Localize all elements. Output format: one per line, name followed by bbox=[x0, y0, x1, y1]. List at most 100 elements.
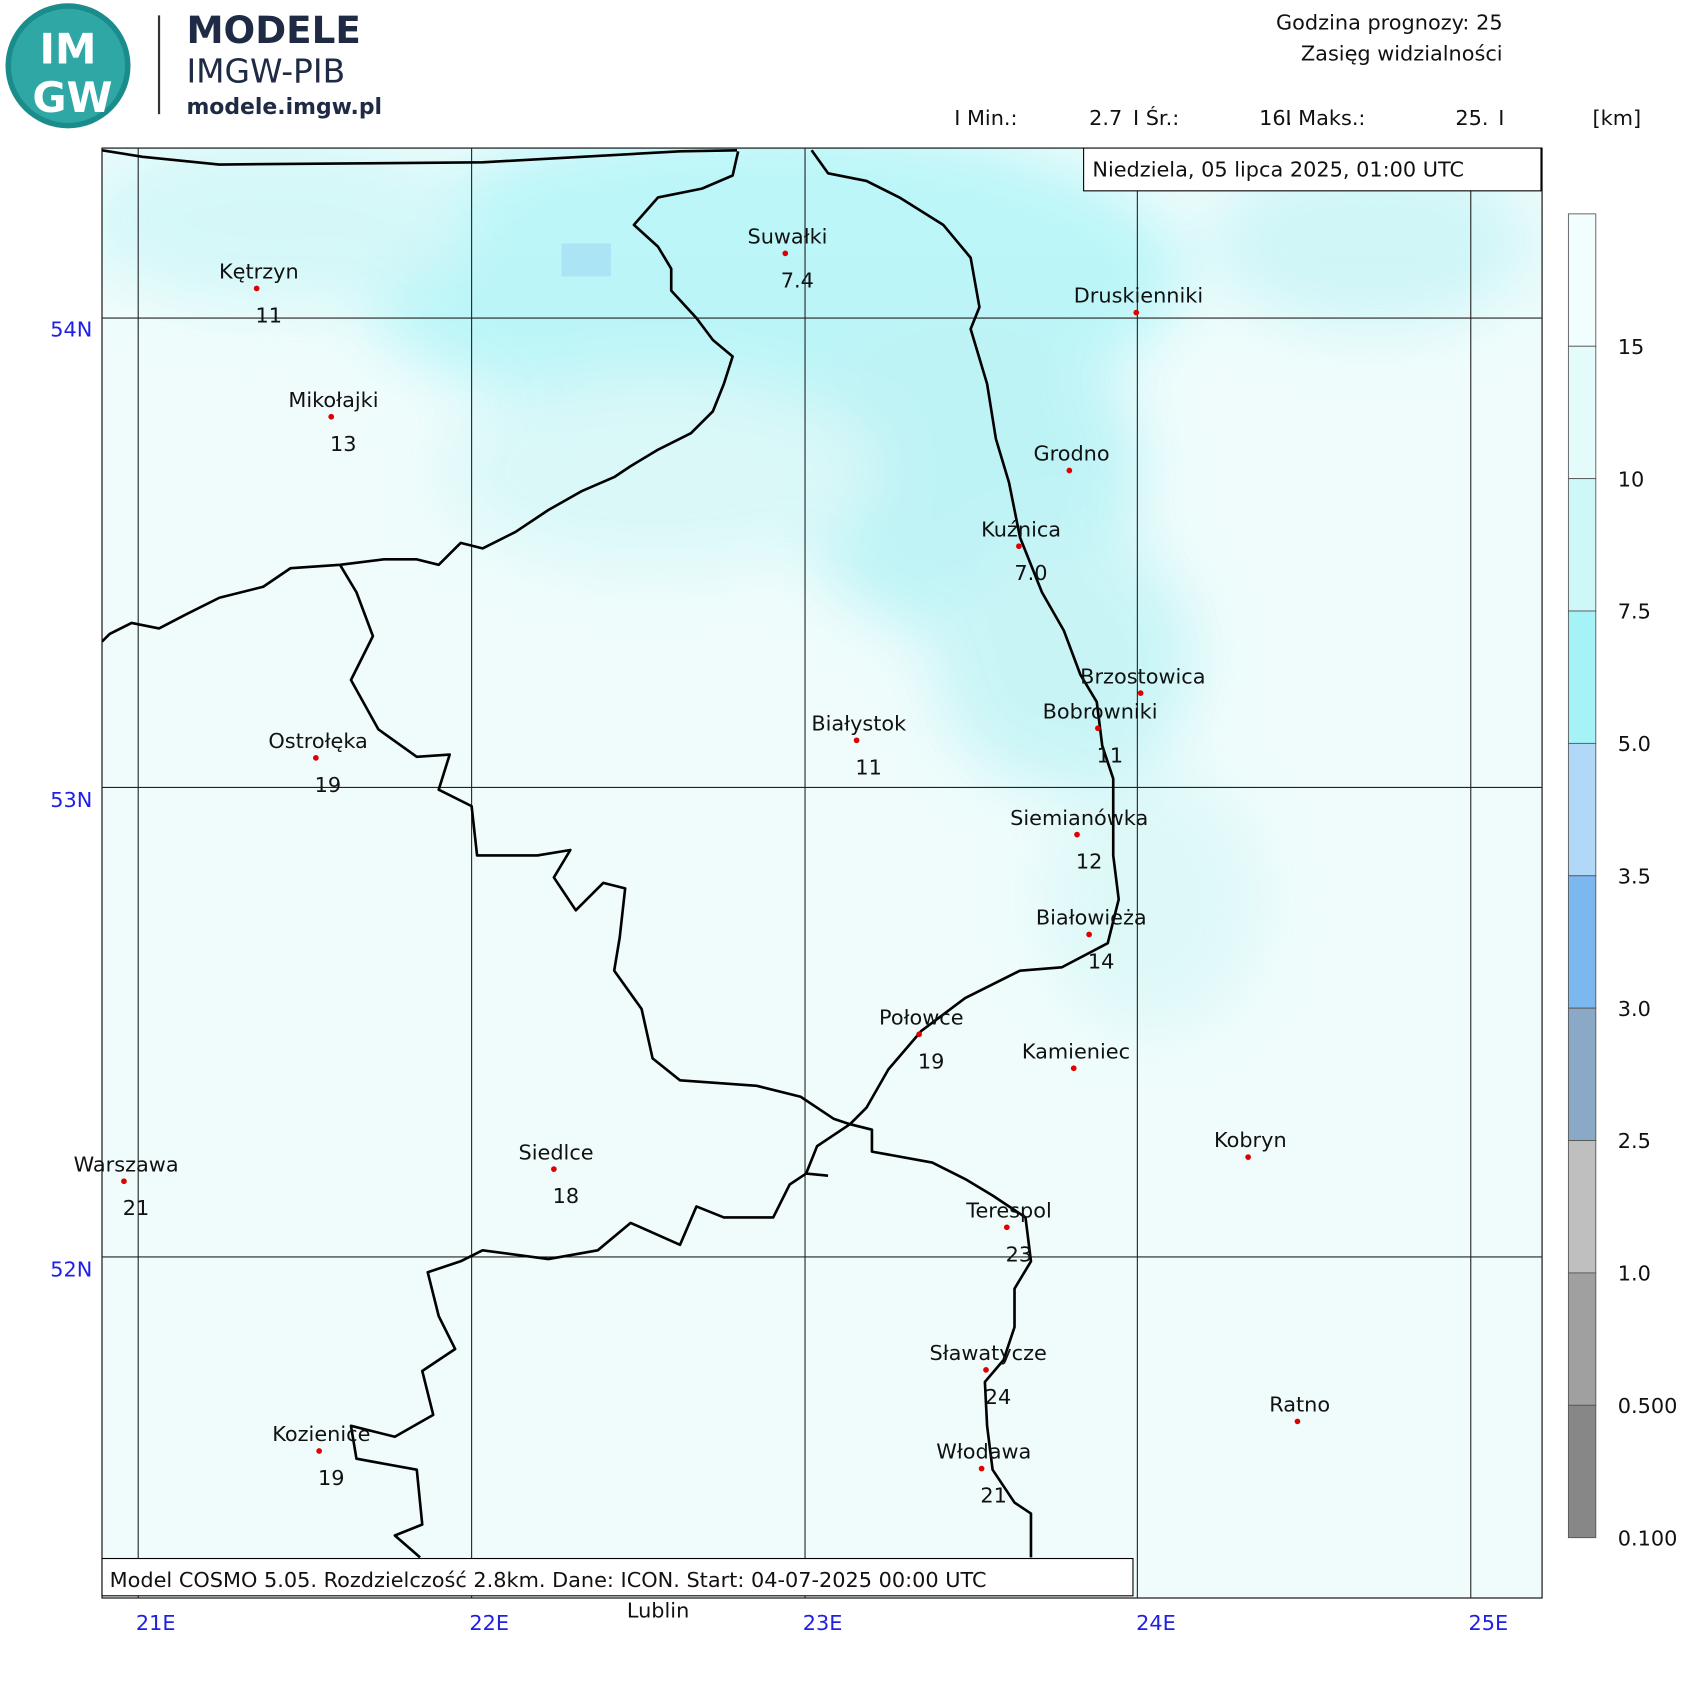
border bbox=[804, 149, 1121, 1178]
city-dot bbox=[328, 413, 335, 420]
border bbox=[101, 151, 740, 643]
city-dot bbox=[316, 1448, 323, 1454]
city-name: Kobryn bbox=[1214, 1128, 1287, 1152]
city-value: 14 bbox=[1088, 949, 1115, 973]
city-value: 18 bbox=[553, 1184, 580, 1208]
city-name: Kuźnica bbox=[981, 517, 1061, 541]
lon-label: 25E bbox=[1468, 1611, 1508, 1635]
legend-label: 3.5 bbox=[1618, 864, 1651, 888]
legend-swatch bbox=[1567, 478, 1597, 612]
website: modele.imgw.pl bbox=[186, 95, 382, 120]
city-value: 13 bbox=[330, 432, 357, 456]
city-value: 19 bbox=[318, 1466, 345, 1490]
city-value: 7.4 bbox=[781, 268, 814, 292]
city-name: Kozienice bbox=[272, 1422, 370, 1446]
date: Niedziela, 05 lipca 2025, 01:00 UTC bbox=[1092, 158, 1464, 182]
city-dot bbox=[1137, 690, 1144, 697]
city-value: 12 bbox=[1076, 850, 1103, 874]
outside-label: Lublin bbox=[627, 1599, 689, 1623]
border bbox=[101, 148, 738, 166]
city-name: Grodno bbox=[1033, 442, 1109, 466]
city-value: 21 bbox=[123, 1196, 150, 1220]
border bbox=[849, 1122, 1033, 1558]
stat-label: I Śr.: bbox=[1133, 105, 1179, 130]
city-name: Ostrołęka bbox=[268, 729, 367, 753]
city-value: 19 bbox=[315, 773, 342, 797]
stat-value: 25. bbox=[1455, 106, 1488, 130]
logo: IM GW bbox=[5, 3, 131, 129]
city-name: Białystok bbox=[811, 711, 906, 735]
legend-swatch bbox=[1567, 213, 1597, 347]
lon-label: 23E bbox=[803, 1611, 843, 1635]
city-name: Terespol bbox=[965, 1198, 1052, 1222]
city-dot bbox=[121, 1178, 127, 1185]
city-dot bbox=[253, 285, 260, 292]
footer-box bbox=[101, 1557, 1134, 1597]
visibility-field bbox=[101, 148, 1543, 1598]
legend-label: 1.0 bbox=[1618, 1262, 1651, 1286]
city-dot bbox=[853, 737, 860, 744]
city-name: Siemianówka bbox=[1010, 806, 1148, 830]
city-dot bbox=[1016, 543, 1022, 550]
legend-swatch bbox=[1567, 1272, 1597, 1406]
city-dot bbox=[1070, 1065, 1077, 1072]
city-name: Ratno bbox=[1269, 1393, 1330, 1417]
city-dot bbox=[1133, 309, 1140, 316]
lon-label: 24E bbox=[1136, 1611, 1176, 1635]
legend-swatch bbox=[1567, 345, 1597, 480]
lon-label: 21E bbox=[136, 1611, 176, 1635]
stat-label: I Maks.: bbox=[1285, 106, 1365, 130]
city-dot bbox=[1066, 467, 1073, 474]
legend-label: 5.0 bbox=[1618, 732, 1651, 756]
city-value: 24 bbox=[985, 1385, 1012, 1409]
legend-label: 7.5 bbox=[1618, 600, 1651, 624]
city-value: 21 bbox=[980, 1484, 1007, 1508]
forecast-hour: Godzina prognozy: 25 bbox=[1276, 11, 1503, 35]
legend-label: 0.100 bbox=[1618, 1526, 1678, 1550]
city-dot bbox=[1095, 725, 1101, 732]
lat-label: 54N bbox=[50, 318, 92, 342]
city-name: Sławatycze bbox=[929, 1341, 1046, 1365]
city-dot bbox=[983, 1367, 989, 1373]
city-name: Mikołajki bbox=[288, 388, 378, 412]
logo-text: GW bbox=[32, 73, 112, 122]
unit: [km] bbox=[1593, 106, 1642, 130]
color-legend: 15 10 7.5 5.0 3.5 3.0 2.5 1.0 0.500 0.100 bbox=[1567, 213, 1678, 1550]
city-name: Druskienniki bbox=[1074, 284, 1203, 308]
city-name: Kamieniec bbox=[1022, 1039, 1130, 1063]
date-box bbox=[1083, 147, 1542, 192]
stat-value: 2.7 bbox=[1089, 106, 1122, 130]
legend-label: 10 bbox=[1618, 467, 1645, 491]
city-dot bbox=[1074, 831, 1080, 838]
legend-swatch bbox=[1567, 1140, 1597, 1274]
border bbox=[338, 564, 851, 1126]
city-dot bbox=[978, 1465, 985, 1472]
lat-label: 52N bbox=[50, 1258, 92, 1282]
brand: MODELE bbox=[186, 8, 360, 52]
legend-label: 3.0 bbox=[1618, 997, 1651, 1021]
variable-name: Zasięg widzialności bbox=[1301, 41, 1503, 65]
map-frame bbox=[101, 147, 1543, 1599]
legend-label: 15 bbox=[1618, 335, 1645, 359]
city-dot bbox=[1294, 1418, 1301, 1425]
cities: Kętrzyn 11 Suwałki 7.4 Druskienniki Mikołajki… bbox=[74, 224, 1330, 1507]
city-name: Białowieża bbox=[1036, 906, 1147, 930]
legend-swatch bbox=[1567, 610, 1597, 744]
city-name: Połowce bbox=[879, 1005, 964, 1029]
institute: IMGW-PIB bbox=[186, 51, 345, 90]
legend-swatch bbox=[1567, 742, 1597, 877]
legend-swatch bbox=[1567, 1007, 1597, 1141]
graticule bbox=[101, 148, 1543, 1598]
city-name: Warszawa bbox=[74, 1152, 179, 1176]
city-name: Bobrowniki bbox=[1043, 699, 1158, 723]
city-name: Suwałki bbox=[747, 224, 827, 248]
borders bbox=[101, 148, 1121, 1559]
city-name: Siedlce bbox=[519, 1140, 594, 1164]
city-name: Brzostowica bbox=[1080, 664, 1205, 688]
legend-label: 0.500 bbox=[1618, 1394, 1678, 1418]
city-value: 19 bbox=[918, 1049, 945, 1073]
lat-label: 53N bbox=[50, 788, 92, 812]
logo-text: IM bbox=[40, 25, 97, 74]
